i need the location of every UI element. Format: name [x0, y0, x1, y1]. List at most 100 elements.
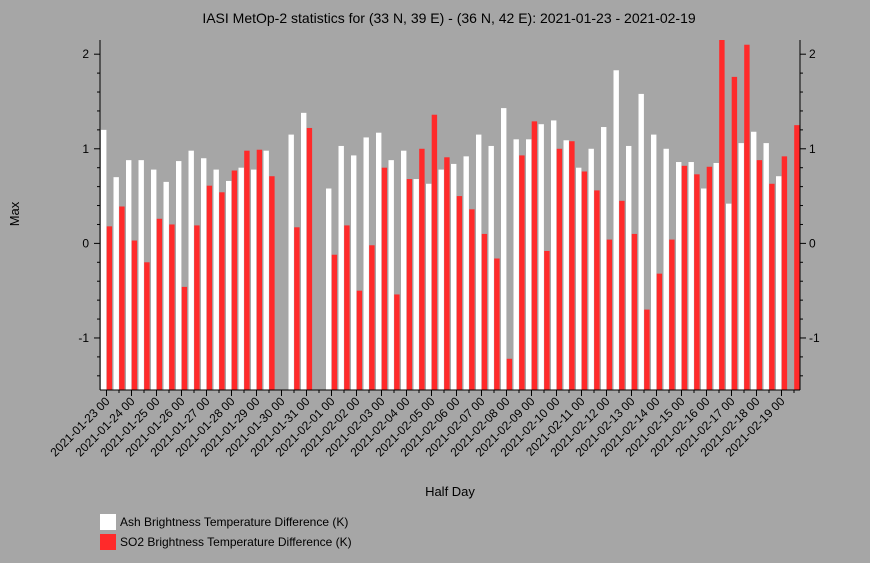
ash-bar	[776, 176, 782, 390]
so2-bar	[719, 40, 725, 390]
so2-bar	[581, 171, 588, 390]
legend-label-so2: SO2 Brightness Temperature Difference (K…	[120, 535, 352, 549]
ash-bar	[601, 127, 607, 390]
so2-bar	[506, 358, 513, 390]
so2-bar	[444, 157, 450, 390]
ash-bar	[551, 120, 557, 390]
so2-bar	[594, 190, 600, 390]
ash-bar	[688, 162, 694, 390]
y-tick-label-right: 0	[809, 236, 816, 250]
ash-bar	[213, 169, 219, 390]
y-tick-label-left: 1	[82, 142, 89, 156]
ash-bar	[751, 131, 757, 390]
ash-bar	[638, 93, 644, 391]
so2-bar	[231, 170, 238, 390]
so2-bar	[369, 245, 375, 390]
so2-bar	[219, 192, 225, 390]
y-axis-label: Max	[7, 201, 22, 226]
so2-bar	[494, 258, 500, 390]
y-tick-label-right: -1	[809, 331, 820, 345]
so2-bar	[631, 233, 638, 390]
ash-bar	[263, 150, 269, 390]
so2-bar	[694, 174, 700, 390]
ash-bar	[538, 124, 544, 390]
ash-bar	[413, 179, 419, 390]
ash-bar	[463, 156, 469, 390]
legend-swatch-ash	[100, 514, 116, 530]
so2-bar	[294, 227, 300, 390]
so2-bar	[656, 273, 663, 390]
legend: Ash Brightness Temperature Difference (K…	[100, 512, 352, 552]
ash-bar	[738, 143, 744, 390]
ash-bar	[576, 167, 582, 390]
ash-bar	[163, 181, 169, 390]
ash-bar	[501, 108, 507, 391]
ash-bar	[476, 134, 482, 390]
so2-bar	[419, 148, 425, 390]
so2-bar	[119, 206, 125, 390]
ash-bar	[376, 132, 382, 390]
so2-bar	[544, 250, 550, 390]
y-tick-label-right: 1	[809, 142, 816, 156]
ash-bar	[676, 162, 682, 390]
so2-bar	[381, 167, 388, 390]
legend-item-so2: SO2 Brightness Temperature Difference (K…	[100, 532, 352, 552]
ash-bar	[138, 160, 144, 390]
so2-bar	[331, 254, 338, 390]
ash-bar	[438, 169, 444, 390]
so2-bar	[681, 165, 688, 390]
ash-bar	[338, 145, 344, 390]
so2-bar	[306, 127, 313, 390]
ash-bar	[351, 155, 357, 390]
so2-bar	[706, 166, 713, 390]
so2-bar	[744, 44, 750, 390]
so2-bar	[756, 160, 763, 390]
y-tick-label-left: 2	[82, 47, 89, 61]
so2-bar	[606, 239, 613, 390]
ash-bar	[663, 148, 669, 390]
ash-bar	[176, 161, 182, 390]
ash-bar	[388, 160, 394, 390]
y-tick-label-left: 0	[82, 236, 89, 250]
so2-bar	[131, 240, 138, 390]
so2-bar	[569, 141, 575, 390]
ash-bar	[151, 169, 157, 390]
legend-item-ash: Ash Brightness Temperature Difference (K…	[100, 512, 352, 532]
so2-bar	[156, 218, 163, 390]
ash-bar	[426, 183, 432, 390]
so2-bar	[406, 179, 413, 390]
so2-bar	[431, 114, 438, 390]
so2-bar	[731, 76, 738, 390]
so2-bar	[481, 233, 488, 390]
so2-bar	[106, 226, 113, 390]
ash-bar	[188, 150, 194, 390]
so2-bar	[669, 239, 675, 390]
ash-bar	[713, 162, 719, 390]
y-tick-label-left: -1	[78, 331, 89, 345]
ash-bar	[526, 139, 532, 390]
so2-bar	[469, 209, 475, 390]
so2-bar	[644, 309, 650, 390]
ash-bar	[288, 134, 294, 390]
so2-bar	[269, 176, 275, 390]
ash-bar	[101, 129, 107, 391]
ash-bar	[126, 160, 132, 390]
so2-bar	[769, 183, 775, 390]
so2-bar	[619, 200, 625, 390]
ash-bar	[251, 169, 257, 390]
so2-bar	[144, 262, 150, 390]
so2-bar	[781, 156, 788, 390]
ash-bar	[363, 137, 369, 390]
ash-bar	[451, 163, 457, 390]
ash-bar	[701, 188, 707, 390]
ash-bar	[113, 177, 119, 390]
ash-bar	[588, 148, 594, 390]
so2-bar	[181, 286, 188, 390]
ash-bar	[401, 150, 407, 390]
so2-bar	[344, 225, 350, 390]
ash-bar	[226, 180, 232, 390]
so2-bar	[169, 224, 175, 390]
bars-group	[101, 40, 800, 391]
